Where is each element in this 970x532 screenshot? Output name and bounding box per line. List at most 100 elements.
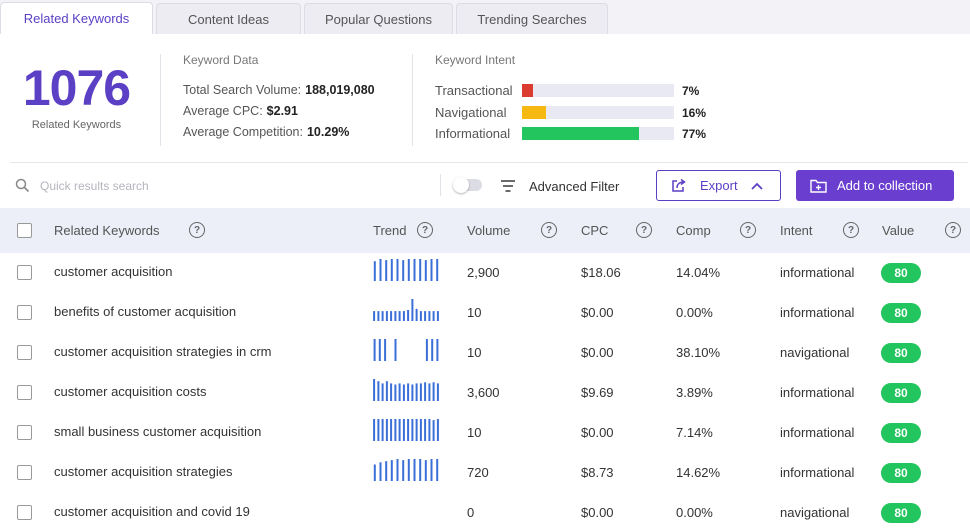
trend-bar — [385, 461, 388, 481]
trend-bar — [424, 460, 427, 481]
trend-bar — [419, 419, 422, 441]
keyword-cell[interactable]: customer acquisition strategies — [54, 464, 233, 479]
intent-navigational-label: Navigational — [435, 105, 507, 120]
keyword-cell[interactable]: customer acquisition costs — [54, 384, 207, 399]
trend-bar — [398, 383, 401, 401]
column-header-intent[interactable]: Intent — [780, 223, 813, 238]
export-label: Export — [700, 178, 738, 193]
divider — [412, 54, 413, 146]
trend-bar — [402, 311, 405, 321]
intent-navigational-pct: 16% — [682, 106, 707, 120]
table-row[interactable]: customer acquisition strategies 720 $8.7… — [0, 453, 970, 493]
column-header-cpc[interactable]: CPC — [581, 223, 609, 238]
tab-label: Content Ideas — [188, 11, 269, 27]
cpc-cell: $18.06 — [581, 265, 621, 280]
row-checkbox[interactable] — [17, 465, 32, 480]
average-competition: Average Competition: 10.29% — [183, 125, 350, 139]
quick-search-input[interactable] — [40, 175, 420, 197]
tab-content-ideas[interactable]: Content Ideas — [156, 3, 301, 34]
advanced-filter-button[interactable]: Advanced Filter — [500, 176, 619, 196]
select-all-checkbox[interactable] — [17, 223, 32, 238]
trend-bar — [402, 419, 405, 441]
help-icon[interactable]: ? — [636, 222, 652, 238]
trend-bar — [411, 419, 414, 441]
help-icon[interactable]: ? — [843, 222, 859, 238]
row-checkbox[interactable] — [17, 265, 32, 280]
volume-cell: 10 — [467, 305, 482, 320]
cpc-cell: $0.00 — [581, 305, 614, 320]
trend-bar — [402, 460, 405, 481]
table-row[interactable]: small business customer acquisition 10 $… — [0, 413, 970, 453]
toggle-knob — [453, 177, 469, 193]
export-icon — [672, 178, 686, 192]
trend-bar — [385, 260, 388, 281]
table-row[interactable]: benefits of customer acquisition 10 $0.0… — [0, 293, 970, 333]
help-icon[interactable]: ? — [740, 222, 756, 238]
tab-bar: Related Keywords Content Ideas Popular Q… — [0, 0, 970, 34]
column-header-value[interactable]: Value — [882, 223, 915, 238]
intent-informational-label: Informational — [435, 126, 511, 141]
trend-bar — [377, 311, 380, 321]
table-row[interactable]: customer acquisition and covid 19 0 $0.0… — [0, 493, 970, 532]
intent-cell: navigational — [780, 505, 850, 520]
comp-cell: 38.10% — [676, 345, 721, 360]
keyword-cell[interactable]: small business customer acquisition — [54, 424, 262, 439]
trend-bar — [394, 311, 397, 321]
export-button[interactable]: Export — [656, 170, 781, 201]
related-keywords-count-label: Related Keywords — [31, 119, 122, 131]
keyword-cell[interactable]: customer acquisition and covid 19 — [54, 504, 250, 519]
trend-bar — [396, 459, 399, 481]
row-checkbox[interactable] — [17, 305, 32, 320]
keyword-intent-title: Keyword Intent — [435, 53, 516, 67]
trend-sparkline — [373, 459, 439, 481]
trend-bar — [431, 339, 434, 361]
cpc-cell: $8.73 — [581, 465, 614, 480]
row-checkbox[interactable] — [17, 425, 32, 440]
help-icon[interactable]: ? — [189, 222, 205, 238]
help-icon[interactable]: ? — [541, 222, 557, 238]
trend-sparkline — [373, 259, 439, 281]
filter-toggle[interactable] — [453, 177, 482, 193]
value-badge: 80 — [881, 383, 921, 403]
column-header-comp[interactable]: Comp — [676, 223, 711, 238]
keyword-cell[interactable]: customer acquisition — [54, 264, 173, 279]
tab-popular-questions[interactable]: Popular Questions — [304, 3, 453, 34]
trend-bar — [436, 459, 439, 481]
trend-bar — [377, 381, 380, 401]
trend-bar — [373, 419, 376, 441]
trend-bar — [379, 462, 382, 481]
trend-bar — [396, 259, 399, 281]
trend-bar — [407, 383, 410, 401]
column-header-keyword[interactable]: Related Keywords — [54, 223, 160, 238]
row-checkbox[interactable] — [17, 505, 32, 520]
volume-cell: 10 — [467, 345, 482, 360]
table-row[interactable]: customer acquisition strategies in crm 1… — [0, 333, 970, 373]
intent-cell: informational — [780, 425, 855, 440]
intent-bar-fill — [522, 84, 533, 97]
table-row[interactable]: customer acquisition costs 3,600 $9.69 3… — [0, 373, 970, 413]
cpc-cell: $0.00 — [581, 505, 614, 520]
trend-bar — [415, 308, 418, 321]
tab-trending-searches[interactable]: Trending Searches — [456, 3, 608, 34]
keyword-cell[interactable]: benefits of customer acquisition — [54, 304, 237, 319]
comp-cell: 0.00% — [676, 305, 713, 320]
table-row[interactable]: customer acquisition 2,900 $18.06 14.04%… — [0, 253, 970, 293]
keyword-cell[interactable]: customer acquisition strategies in crm — [54, 344, 272, 359]
cpc-cell: $0.00 — [581, 425, 614, 440]
help-icon[interactable]: ? — [417, 222, 433, 238]
row-checkbox[interactable] — [17, 385, 32, 400]
trend-bar — [390, 460, 393, 481]
volume-cell: 3,600 — [467, 385, 500, 400]
related-keywords-count: 1076 — [22, 60, 131, 116]
trend-bar — [385, 311, 388, 321]
help-icon[interactable]: ? — [945, 222, 961, 238]
trend-bar — [436, 419, 439, 441]
row-checkbox[interactable] — [17, 345, 32, 360]
column-header-trend[interactable]: Trend — [373, 223, 407, 238]
add-to-collection-button[interactable]: Add to collection — [796, 170, 954, 201]
trend-bar — [430, 259, 433, 281]
column-header-volume[interactable]: Volume — [467, 223, 511, 238]
tab-related-keywords[interactable]: Related Keywords — [0, 2, 153, 34]
trend-sparkline — [373, 339, 439, 361]
trend-bar — [377, 419, 380, 441]
